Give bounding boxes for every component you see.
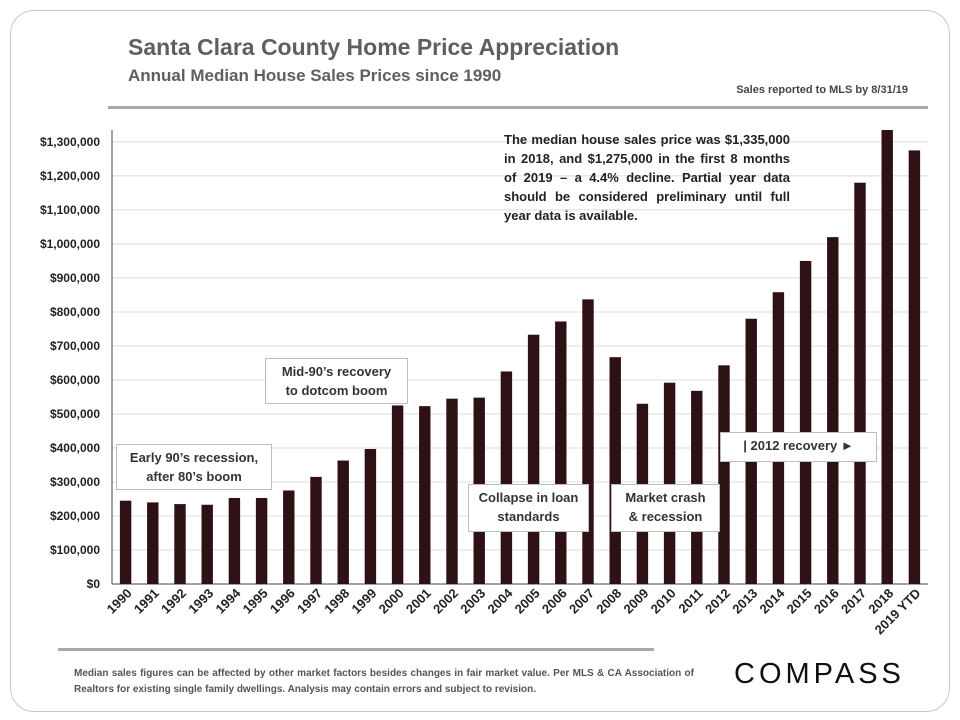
bar-1994 (228, 497, 241, 584)
bar-2008 (609, 357, 621, 584)
x-tick-label: 2009 (620, 586, 651, 617)
annotation-early-90s-recession: Early 90’s recession, after 80’s boom (116, 444, 272, 490)
annotation-mid-90s-recovery: Mid-90’s recovery to dotcom boom (265, 358, 408, 404)
bar-2000 (391, 405, 404, 584)
bar-1996 (283, 490, 295, 584)
bar-2019-ytd (908, 150, 921, 585)
header-divider (108, 106, 928, 109)
y-tick-label: $500,000 (50, 407, 100, 421)
bar-2012 (718, 365, 730, 584)
x-tick-label: 2012 (702, 586, 733, 617)
x-tick-label: 1994 (212, 585, 244, 617)
x-tick-label: 2005 (512, 586, 543, 617)
x-tick-label: 1997 (294, 586, 325, 617)
bar-1992 (174, 504, 186, 584)
x-tick-label: 1990 (104, 586, 135, 617)
y-tick-label: $200,000 (50, 509, 100, 523)
x-tick-label: 2013 (729, 586, 760, 617)
bar-2010 (663, 382, 676, 584)
compass-logo: COMPASS (734, 658, 905, 690)
y-tick-label: $700,000 (50, 339, 100, 353)
footnote: Median sales figures can be affected by … (74, 668, 694, 695)
bar-2006 (555, 321, 567, 584)
x-tick-label: 2010 (648, 586, 679, 617)
x-tick-label: 2000 (376, 586, 407, 617)
x-tick-label: 2004 (484, 585, 516, 617)
bar-2017 (854, 182, 866, 584)
annotation-2012-recovery: | 2012 recovery ► (720, 432, 877, 462)
x-tick-label: 2002 (430, 586, 461, 617)
bar-2016 (827, 237, 839, 584)
x-tick-label: 2016 (811, 586, 842, 617)
x-tick-label: 2007 (566, 586, 597, 617)
x-tick-label: 1991 (131, 586, 162, 617)
y-tick-label: $400,000 (50, 441, 100, 455)
y-tick-label: $1,100,000 (40, 203, 100, 217)
x-tick-label: 1998 (321, 586, 352, 617)
bar-1997 (310, 476, 322, 584)
bar-2007 (582, 299, 594, 584)
y-tick-label: $0 (87, 577, 101, 591)
x-tick-label: 2003 (457, 586, 488, 617)
y-tick-label: $1,200,000 (40, 169, 100, 183)
x-tick-label: 2017 (838, 586, 869, 617)
bar-1990 (119, 500, 132, 584)
bar-1999 (364, 448, 377, 584)
footer-divider (58, 648, 654, 651)
y-tick-label: $1,300,000 (40, 135, 100, 149)
bar-1991 (147, 502, 159, 584)
bar-2018 (881, 130, 893, 584)
bar-2001 (419, 406, 431, 584)
x-tick-label: 2008 (593, 586, 624, 617)
x-tick-label: 1992 (158, 586, 189, 617)
bar-2002 (446, 398, 458, 584)
annotation-loan-collapse: Collapse in loan standards (468, 484, 589, 532)
chart-subtitle: Annual Median House Sales Prices since 1… (128, 66, 502, 85)
bar-2015 (799, 260, 812, 584)
x-tick-label: 1993 (185, 586, 216, 617)
x-tick-label: 1995 (240, 586, 271, 617)
x-tick-label: 1999 (348, 586, 379, 617)
slide-frame (10, 10, 950, 712)
y-tick-label: $300,000 (50, 475, 100, 489)
summary-callout: The median house sales price was $1,335,… (504, 132, 790, 223)
x-tick-label: 2006 (539, 586, 570, 617)
x-tick-label: 2011 (675, 586, 706, 617)
y-tick-label: $800,000 (50, 305, 100, 319)
annotation-market-crash: Market crash & recession (611, 484, 720, 532)
y-tick-label: $600,000 (50, 373, 100, 387)
y-tick-label: $100,000 (50, 543, 100, 557)
source-note: Sales reported to MLS by 8/31/19 (736, 84, 908, 96)
x-tick-label: 2015 (784, 586, 815, 617)
bar-2005 (527, 334, 540, 584)
x-tick-label: 2001 (403, 586, 434, 617)
bar-1993 (201, 504, 213, 584)
y-tick-label: $1,000,000 (40, 237, 100, 251)
x-tick-label: 2014 (756, 585, 788, 617)
bar-1998 (337, 460, 349, 584)
x-tick-label: 1996 (267, 586, 298, 617)
chart-title: Santa Clara County Home Price Appreciati… (128, 34, 620, 60)
bar-1995 (255, 497, 268, 584)
bar-2004 (500, 371, 513, 584)
y-tick-label: $900,000 (50, 271, 100, 285)
